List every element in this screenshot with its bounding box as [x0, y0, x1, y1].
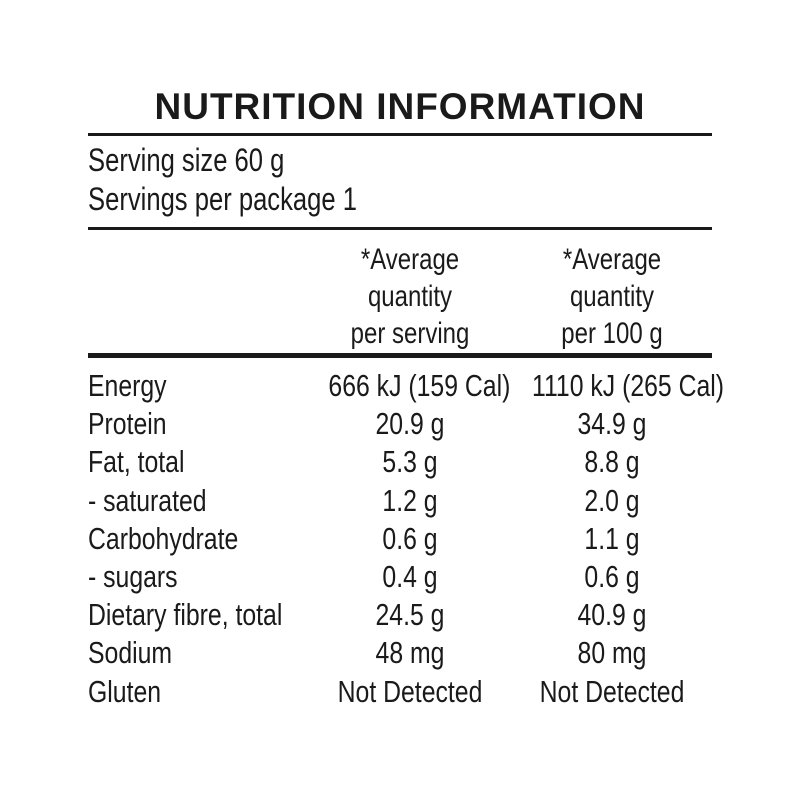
value-per-serving: Not Detected	[337, 673, 483, 709]
value-per-100g: Not Detected	[539, 673, 685, 709]
value-per-serving: 20.9 g	[375, 406, 445, 442]
table-row: Sodium 48 mg 80 mg	[88, 634, 712, 672]
nutrient-label: Carbohydrate	[88, 520, 239, 556]
table-row: Energy 666 kJ (159 Cal) 1110 kJ (265 Cal…	[88, 367, 725, 405]
nutrient-table: Energy 666 kJ (159 Cal) 1110 kJ (265 Cal…	[88, 367, 725, 711]
serving-size-text: Serving size 60 g	[88, 142, 285, 178]
column-header-spacer	[88, 241, 308, 352]
nutrient-label: Gluten	[88, 673, 162, 709]
nutrient-label: Fat, total	[88, 444, 185, 480]
column-header-row: *Average quantity per serving *Average q…	[88, 241, 712, 352]
value-per-serving: 666 kJ (159 Cal)	[328, 368, 511, 404]
nutrient-label: - saturated	[88, 482, 207, 518]
value-per-serving: 1.2 g	[382, 482, 438, 518]
value-per-100g: 34.9 g	[577, 406, 647, 442]
nutrient-label: - sugars	[88, 559, 178, 595]
value-per-serving: 24.5 g	[375, 597, 445, 633]
table-row: Gluten Not Detected Not Detected	[88, 673, 712, 711]
nutrient-label: Energy	[88, 368, 167, 404]
table-row: Dietary fibre, total 24.5 g 40.9 g	[88, 596, 712, 634]
column-header-per-serving: *Average quantity per serving	[308, 241, 512, 352]
divider-under-title	[88, 133, 712, 136]
nutrient-label: Sodium	[88, 635, 173, 671]
column-header-per-100g: *Average quantity per 100 g	[512, 241, 712, 352]
value-per-serving: 5.3 g	[382, 444, 438, 480]
value-per-100g: 2.0 g	[584, 482, 640, 518]
value-per-100g: 1.1 g	[584, 520, 640, 556]
table-row: Protein 20.9 g 34.9 g	[88, 405, 712, 443]
nutrient-label: Dietary fibre, total	[88, 597, 283, 633]
table-row: - saturated 1.2 g 2.0 g	[88, 482, 712, 520]
value-per-100g: 80 mg	[577, 635, 647, 671]
value-per-100g: 1110 kJ (265 Cal)	[532, 368, 725, 404]
value-per-100g: 8.8 g	[584, 444, 640, 480]
value-per-100g: 40.9 g	[577, 597, 647, 633]
value-per-serving: 0.4 g	[382, 559, 438, 595]
column-header-per-100g-text: *Average quantity per 100 g	[561, 243, 663, 350]
value-per-serving: 0.6 g	[382, 520, 438, 556]
nutrient-label: Protein	[88, 406, 167, 442]
value-per-serving: 48 mg	[375, 635, 445, 671]
serving-size-line: Serving size 60 g	[88, 141, 333, 179]
table-row: - sugars 0.4 g 0.6 g	[88, 558, 712, 596]
divider-under-serving-info	[88, 227, 712, 230]
table-row: Carbohydrate 0.6 g 1.1 g	[88, 520, 712, 558]
divider-under-headers	[88, 353, 712, 358]
nutrition-panel: NUTRITION INFORMATION Serving size 60 g …	[88, 0, 725, 800]
servings-per-package-text: Servings per package 1	[88, 181, 357, 217]
column-header-per-serving-text: *Average quantity per serving	[350, 243, 470, 350]
table-row: Fat, total 5.3 g 8.8 g	[88, 443, 712, 481]
page-title: NUTRITION INFORMATION	[154, 86, 646, 127]
servings-per-package-line: Servings per package 1	[88, 180, 424, 218]
value-per-100g: 0.6 g	[584, 559, 640, 595]
